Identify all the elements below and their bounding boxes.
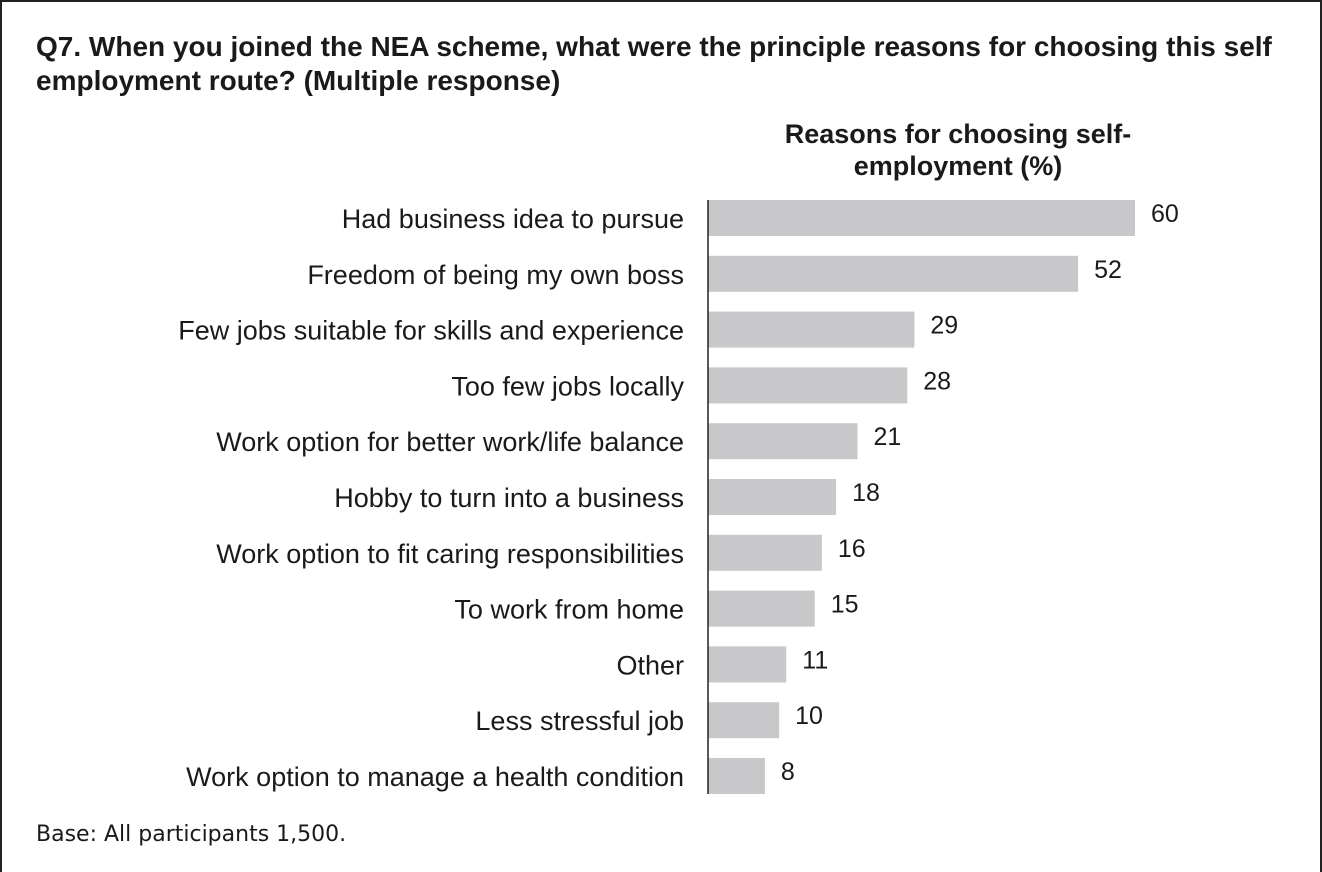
category-label: Hobby to turn into a business (334, 483, 684, 513)
value-label: 10 (795, 702, 823, 730)
category-label: Work option to fit caring responsibiliti… (216, 539, 684, 569)
category-label: Freedom of being my own boss (307, 260, 684, 290)
question-text: Q7. When you joined the NEA scheme, what… (36, 31, 1272, 96)
bar (708, 255, 1079, 292)
chart-title: Reasons for choosing self-employment (%) (784, 119, 1132, 181)
bar (708, 479, 837, 515)
value-label: 18 (852, 479, 880, 507)
value-label: 16 (838, 535, 866, 563)
bar (708, 200, 1135, 236)
base-note: Base: All participants 1,500. (36, 822, 347, 847)
value-label: 15 (831, 591, 859, 619)
category-label: Work option for better work/life balance (216, 427, 684, 457)
value-label: 21 (873, 423, 901, 451)
bar (708, 367, 908, 404)
bar (708, 311, 915, 348)
bar (708, 702, 780, 739)
value-label: 29 (930, 312, 958, 340)
category-label: To work from home (454, 595, 684, 625)
bar (708, 534, 822, 571)
bar (708, 646, 787, 683)
value-label: 28 (923, 367, 951, 395)
value-label: 60 (1151, 200, 1179, 228)
value-label: 11 (802, 646, 828, 674)
category-label: Too few jobs locally (451, 371, 684, 401)
bar (708, 423, 858, 460)
bar (708, 758, 765, 794)
category-label: Had business idea to pursue (342, 204, 684, 234)
value-label: 8 (781, 758, 795, 786)
category-label: Less stressful job (475, 706, 684, 736)
category-label: Few jobs suitable for skills and experie… (178, 316, 684, 346)
category-label: Work option to manage a health condition (186, 762, 684, 792)
category-label: Other (616, 650, 684, 680)
bar (708, 590, 815, 627)
value-label: 52 (1094, 256, 1122, 284)
